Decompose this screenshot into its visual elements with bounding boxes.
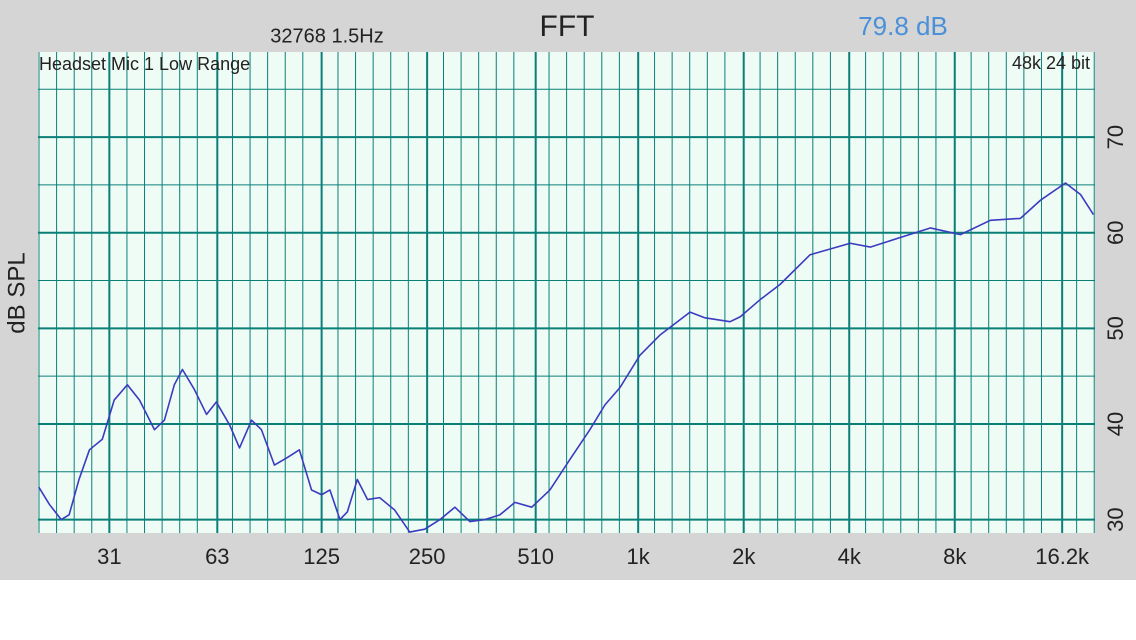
level-readout: 79.8 dB (858, 11, 948, 41)
y-axis-label: dB SPL (3, 252, 30, 333)
x-tick-label: 31 (97, 544, 121, 569)
x-tick-label: 63 (205, 544, 229, 569)
spectrum-line (38, 182, 1095, 533)
x-tick-label: 8k (943, 544, 967, 569)
y-tick-label: 70 (1103, 125, 1128, 149)
x-tick-label: 250 (409, 544, 446, 569)
grid (38, 52, 1095, 533)
fft-info: 32768 1.5Hz (270, 25, 383, 47)
x-tick-label: 125 (303, 544, 340, 569)
labels: 31 63 125 250 510 1k 2k 4k 8k 16.2k 30 40 50 60 70 (97, 125, 1128, 569)
curve-layer (38, 182, 1095, 533)
x-tick-label: 510 (517, 544, 554, 569)
y-tick-label: 40 (1103, 412, 1128, 436)
x-tick-label: 2k (732, 544, 756, 569)
format-info: 48k 24 bit (1012, 53, 1090, 73)
x-tick-label: 16.2k (1035, 544, 1090, 569)
x-tick-label: 1k (627, 544, 651, 569)
y-tick-label: 50 (1103, 316, 1128, 340)
y-tick-label: 60 (1103, 220, 1128, 244)
x-tick-label: 4k (838, 544, 862, 569)
chart-title: FFT (540, 10, 595, 43)
y-tick-label: 30 (1103, 507, 1128, 531)
input-name: Headset Mic 1 Low Range (39, 54, 251, 74)
